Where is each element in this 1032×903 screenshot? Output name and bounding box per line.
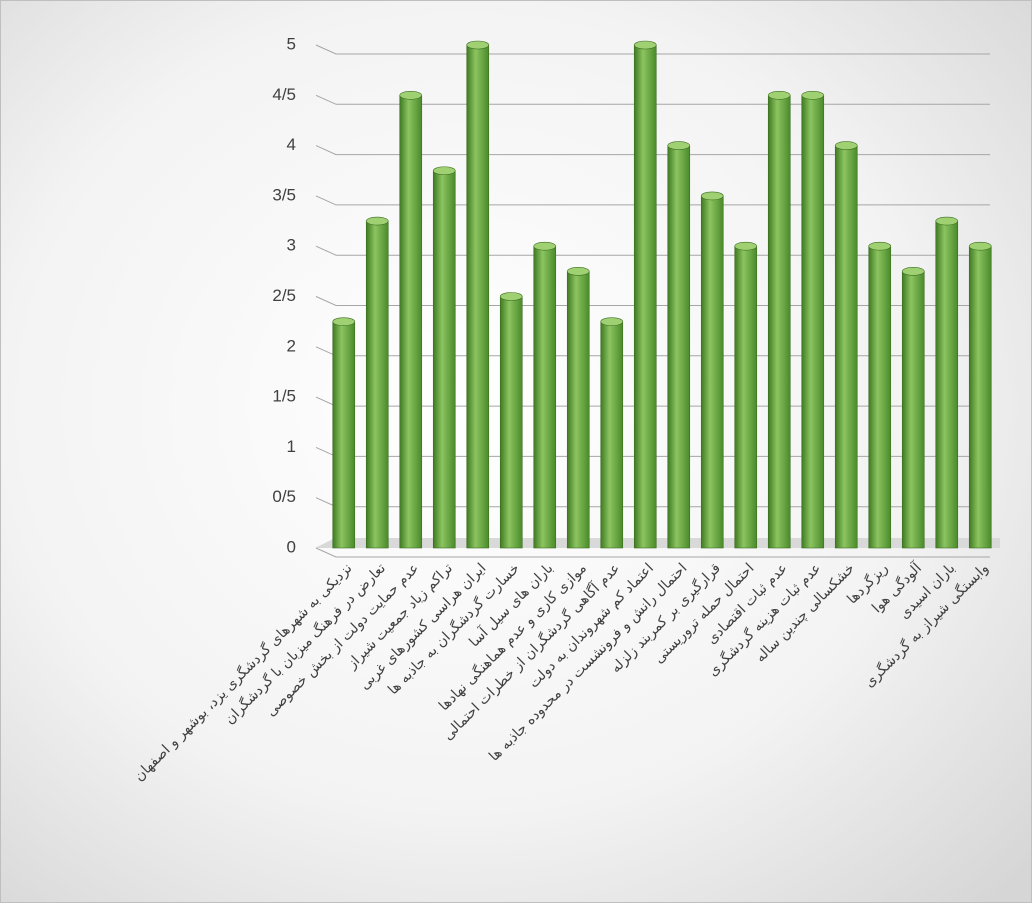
y-tick-label: 3/5 xyxy=(272,185,296,204)
bar xyxy=(566,271,590,549)
bar xyxy=(767,95,791,549)
y-tick-label: 0 xyxy=(287,537,296,556)
bar-top xyxy=(499,292,523,301)
y-tick-label: 3 xyxy=(287,236,296,255)
bar-top xyxy=(633,40,657,50)
bar xyxy=(432,170,456,549)
bar-top xyxy=(566,267,590,276)
bar-top xyxy=(968,241,992,251)
bar-top xyxy=(432,166,456,176)
bar-top xyxy=(935,216,959,226)
bar-top xyxy=(600,317,624,326)
grid-line xyxy=(315,547,990,558)
bar-top xyxy=(533,241,557,251)
bar xyxy=(834,145,858,549)
y-tick-label: 1 xyxy=(287,437,296,456)
bar xyxy=(901,271,925,549)
bar-top xyxy=(868,241,892,251)
y-tick-label: 4 xyxy=(287,135,296,154)
y-tick-label: 4/5 xyxy=(272,85,296,104)
bar-top xyxy=(399,91,423,100)
bar xyxy=(466,44,490,549)
bar xyxy=(533,245,557,549)
bar xyxy=(365,220,389,549)
bar-top xyxy=(667,141,691,150)
bar-top xyxy=(466,40,490,50)
y-tick-label: 2/5 xyxy=(272,286,296,305)
bar-top xyxy=(734,241,758,251)
bar-top xyxy=(901,267,925,276)
bar xyxy=(499,296,523,549)
bar xyxy=(600,321,624,549)
bar-top xyxy=(767,91,791,100)
bar xyxy=(801,95,825,549)
bar-top xyxy=(834,141,858,150)
grid-line xyxy=(315,44,990,55)
bar xyxy=(968,245,992,549)
bar xyxy=(332,321,356,549)
bar xyxy=(633,44,657,549)
bar xyxy=(667,145,691,549)
bar xyxy=(935,220,959,549)
bar xyxy=(734,245,758,549)
bar-top xyxy=(801,91,825,100)
bar xyxy=(700,195,724,549)
bar xyxy=(399,95,423,549)
y-tick-label: 5 xyxy=(287,34,296,53)
bar-top xyxy=(365,216,389,226)
bar-top xyxy=(700,191,724,201)
y-tick-label: 0/5 xyxy=(272,487,296,506)
bar-top xyxy=(332,317,356,326)
bar xyxy=(868,245,892,549)
y-tick-label: 1/5 xyxy=(272,387,296,406)
y-tick-label: 2 xyxy=(287,336,296,355)
